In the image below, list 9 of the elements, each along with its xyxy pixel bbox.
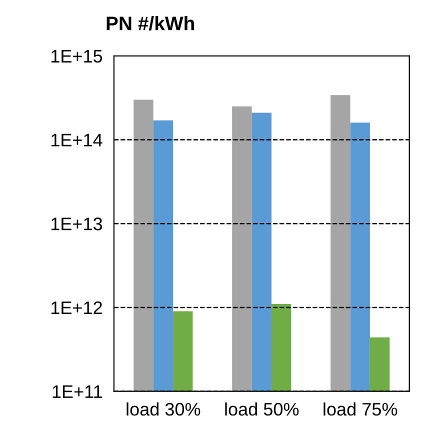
y-tick-label: 1E+11: [52, 385, 102, 398]
x-tick-label: load 50%: [225, 402, 299, 416]
chart-title: PN #/kWh: [106, 16, 194, 30]
y-tick-label: 1E+12: [51, 301, 102, 314]
y-tick-label: 1E+15: [51, 50, 102, 63]
y-tick-label: 1E+13: [51, 218, 102, 230]
x-tick-label: load 30%: [126, 402, 200, 416]
y-tick-label: 1E+14: [51, 134, 102, 146]
x-tick-label: load 75%: [324, 402, 398, 416]
